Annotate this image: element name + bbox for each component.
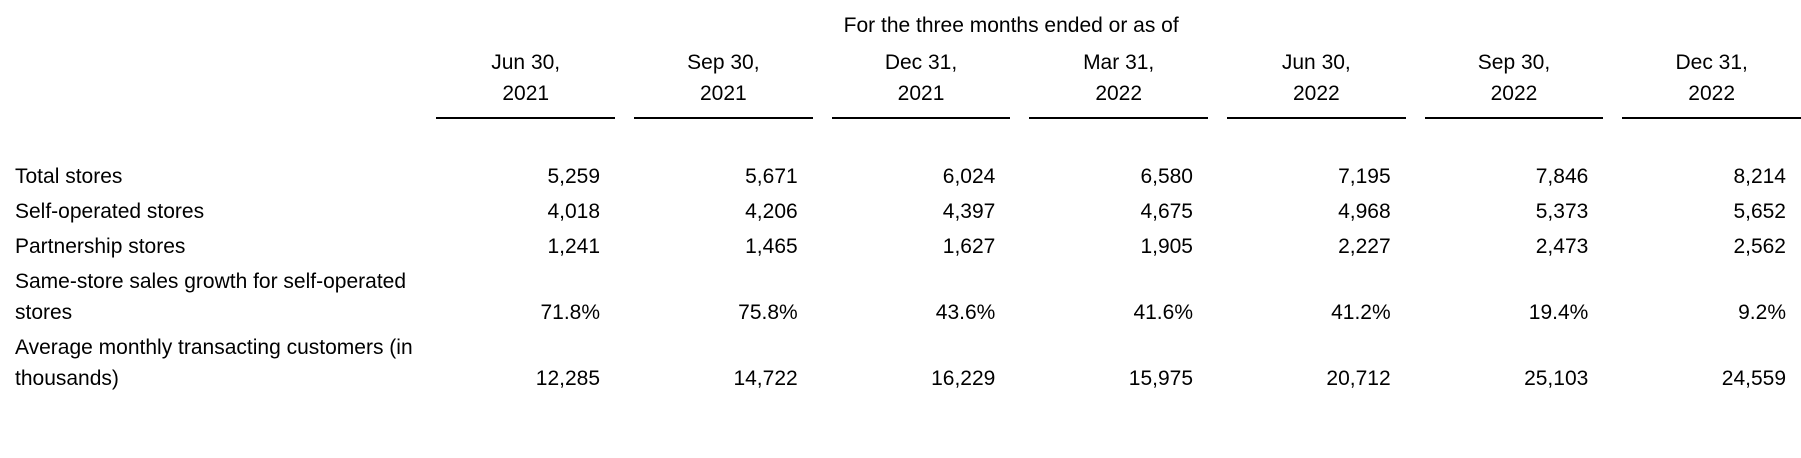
title-row-stub — [15, 10, 417, 47]
column-header-jun30-2021: Jun 30, 2021 — [417, 47, 616, 119]
cell-value: 43.6% — [935, 301, 996, 324]
column-year: 2022 — [1292, 82, 1340, 105]
row-label: Average monthly transacting customers (i… — [15, 336, 413, 390]
header-row-stub — [15, 47, 417, 119]
quarterly-metrics-table: For the three months ended or as of Jun … — [15, 10, 1801, 394]
title-row: For the three months ended or as of — [15, 10, 1801, 47]
row-label: Same-store sales growth for self-operate… — [15, 270, 407, 324]
column-year: 2022 — [1095, 82, 1143, 105]
table-row-self-operated-stores: Self-operated stores 4,018 4,206 4,397 4… — [15, 192, 1801, 227]
cell-value: 4,397 — [942, 200, 996, 223]
cell-value: 4,206 — [745, 200, 798, 223]
column-date: Sep 30, — [1477, 51, 1551, 74]
cell-value: 24,559 — [1721, 367, 1786, 390]
cell-value: 2,473 — [1535, 235, 1589, 258]
cell-value: 9.2% — [1738, 301, 1786, 324]
header-body-spacer — [15, 119, 1801, 157]
row-label: Total stores — [15, 165, 123, 188]
column-date: Sep 30, — [687, 51, 760, 74]
cell-value: 6,024 — [942, 165, 996, 188]
table-row-same-store-sales-growth: Same-store sales growth for self-operate… — [15, 262, 1801, 328]
column-header-row: Jun 30, 2021 Sep 30, 2021 Dec 31, 2021 — [15, 47, 1801, 119]
column-header-underline: Sep 30, 2021 — [634, 47, 813, 119]
column-header-dec31-2022: Dec 31, 2022 — [1603, 47, 1801, 119]
document-page: For the three months ended or as of Jun … — [15, 10, 1801, 394]
column-date: Jun 30, — [1281, 51, 1351, 74]
column-header-underline: Jun 30, 2022 — [1227, 47, 1406, 119]
table-row-avg-monthly-transacting-customers: Average monthly transacting customers (i… — [15, 328, 1801, 394]
cell-value: 41.2% — [1331, 301, 1391, 324]
cell-value: 1,627 — [942, 235, 996, 258]
cell-value: 2,562 — [1733, 235, 1786, 258]
cell-value: 20,712 — [1326, 367, 1391, 390]
column-header-underline: Mar 31, 2022 — [1029, 47, 1208, 119]
cell-value: 1,905 — [1140, 235, 1193, 258]
column-date: Dec 31, — [884, 51, 958, 74]
column-date: Mar 31, — [1083, 51, 1155, 74]
cell-value: 4,018 — [547, 200, 601, 223]
cell-value: 6,580 — [1140, 165, 1193, 188]
cell-value: 5,652 — [1733, 200, 1786, 223]
column-year: 2021 — [502, 82, 550, 105]
cell-value: 71.8% — [540, 301, 601, 324]
cell-value: 12,285 — [535, 367, 601, 390]
cell-value: 16,229 — [931, 367, 996, 390]
cell-value: 7,846 — [1535, 165, 1589, 188]
cell-value: 41.6% — [1133, 301, 1193, 324]
column-year: 2022 — [1490, 82, 1538, 105]
cell-value: 8,214 — [1733, 165, 1786, 188]
cell-value: 19.4% — [1528, 301, 1589, 324]
cell-value: 25,103 — [1524, 367, 1589, 390]
cell-value: 5,259 — [547, 165, 601, 188]
cell-value: 7,195 — [1338, 165, 1391, 188]
cell-value: 15,975 — [1128, 367, 1193, 390]
column-year: 2022 — [1688, 82, 1736, 105]
column-header-mar31-2022: Mar 31, 2022 — [1010, 47, 1208, 119]
cell-value: 5,671 — [745, 165, 798, 188]
row-label: Partnership stores — [15, 235, 186, 258]
cell-value: 1,241 — [547, 235, 601, 258]
table-title: For the three months ended or as of — [843, 14, 1179, 37]
column-date: Jun 30, — [491, 51, 561, 74]
cell-value: 2,227 — [1338, 235, 1391, 258]
cell-value: 75.8% — [738, 301, 798, 324]
column-header-jun30-2022: Jun 30, 2022 — [1208, 47, 1406, 119]
column-header-sep30-2021: Sep 30, 2021 — [615, 47, 813, 119]
column-header-sep30-2022: Sep 30, 2022 — [1406, 47, 1604, 119]
row-label: Self-operated stores — [15, 200, 205, 223]
column-header-dec31-2021: Dec 31, 2021 — [813, 47, 1011, 119]
column-header-underline: Dec 31, 2021 — [831, 47, 1011, 119]
table-row-partnership-stores: Partnership stores 1,241 1,465 1,627 1,9… — [15, 227, 1801, 262]
table-row-total-stores: Total stores 5,259 5,671 6,024 6,580 7,1… — [15, 157, 1801, 192]
cell-value: 5,373 — [1535, 200, 1589, 223]
column-header-underline: Dec 31, 2022 — [1622, 47, 1801, 119]
column-year: 2021 — [897, 82, 945, 105]
cell-value: 14,722 — [733, 367, 798, 390]
column-header-underline: Sep 30, 2022 — [1424, 47, 1604, 119]
cell-value: 4,968 — [1338, 200, 1391, 223]
column-year: 2021 — [700, 82, 747, 105]
cell-value: 1,465 — [745, 235, 798, 258]
column-header-underline: Jun 30, 2021 — [436, 47, 616, 119]
cell-value: 4,675 — [1140, 200, 1193, 223]
column-date: Dec 31, — [1675, 51, 1748, 74]
